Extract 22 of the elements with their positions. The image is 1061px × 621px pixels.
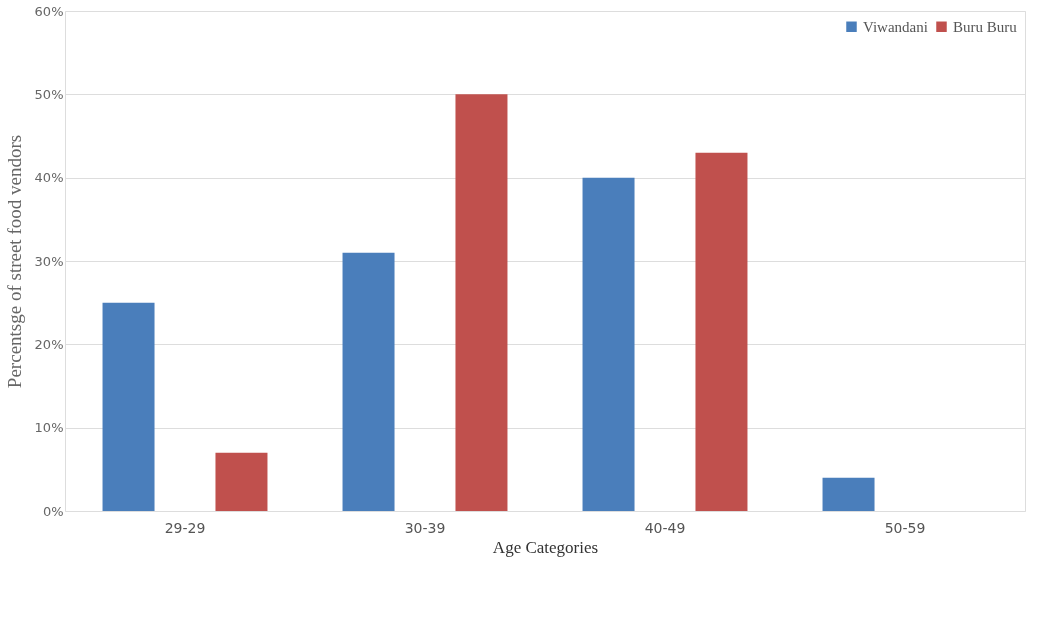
bar bbox=[455, 94, 508, 511]
legend-label: Viwandani bbox=[863, 18, 928, 35]
bar bbox=[342, 252, 395, 511]
legend-label: Buru Buru bbox=[953, 18, 1018, 35]
x-axis-title: Age Categories bbox=[492, 537, 599, 557]
y-axis-title: Percentsge of street food vendors bbox=[3, 134, 25, 389]
x-tick-label: 29-29 bbox=[164, 519, 206, 536]
bar bbox=[102, 302, 155, 511]
bar bbox=[582, 177, 635, 511]
x-tick-label: 30-39 bbox=[404, 519, 446, 536]
y-tick-label: 10% bbox=[34, 420, 64, 436]
bar bbox=[215, 452, 268, 511]
bar bbox=[695, 152, 748, 511]
y-tick-label: 50% bbox=[34, 86, 64, 102]
y-tick-label: 30% bbox=[34, 253, 64, 269]
y-tick-label: 40% bbox=[34, 170, 64, 186]
y-tick-label: 60% bbox=[34, 3, 64, 19]
bar bbox=[822, 477, 875, 511]
y-tick-label: 0% bbox=[42, 503, 64, 519]
x-tick-label: 50-59 bbox=[884, 519, 926, 536]
x-tick-label: 40-49 bbox=[644, 519, 686, 536]
y-tick-label: 20% bbox=[34, 336, 64, 352]
